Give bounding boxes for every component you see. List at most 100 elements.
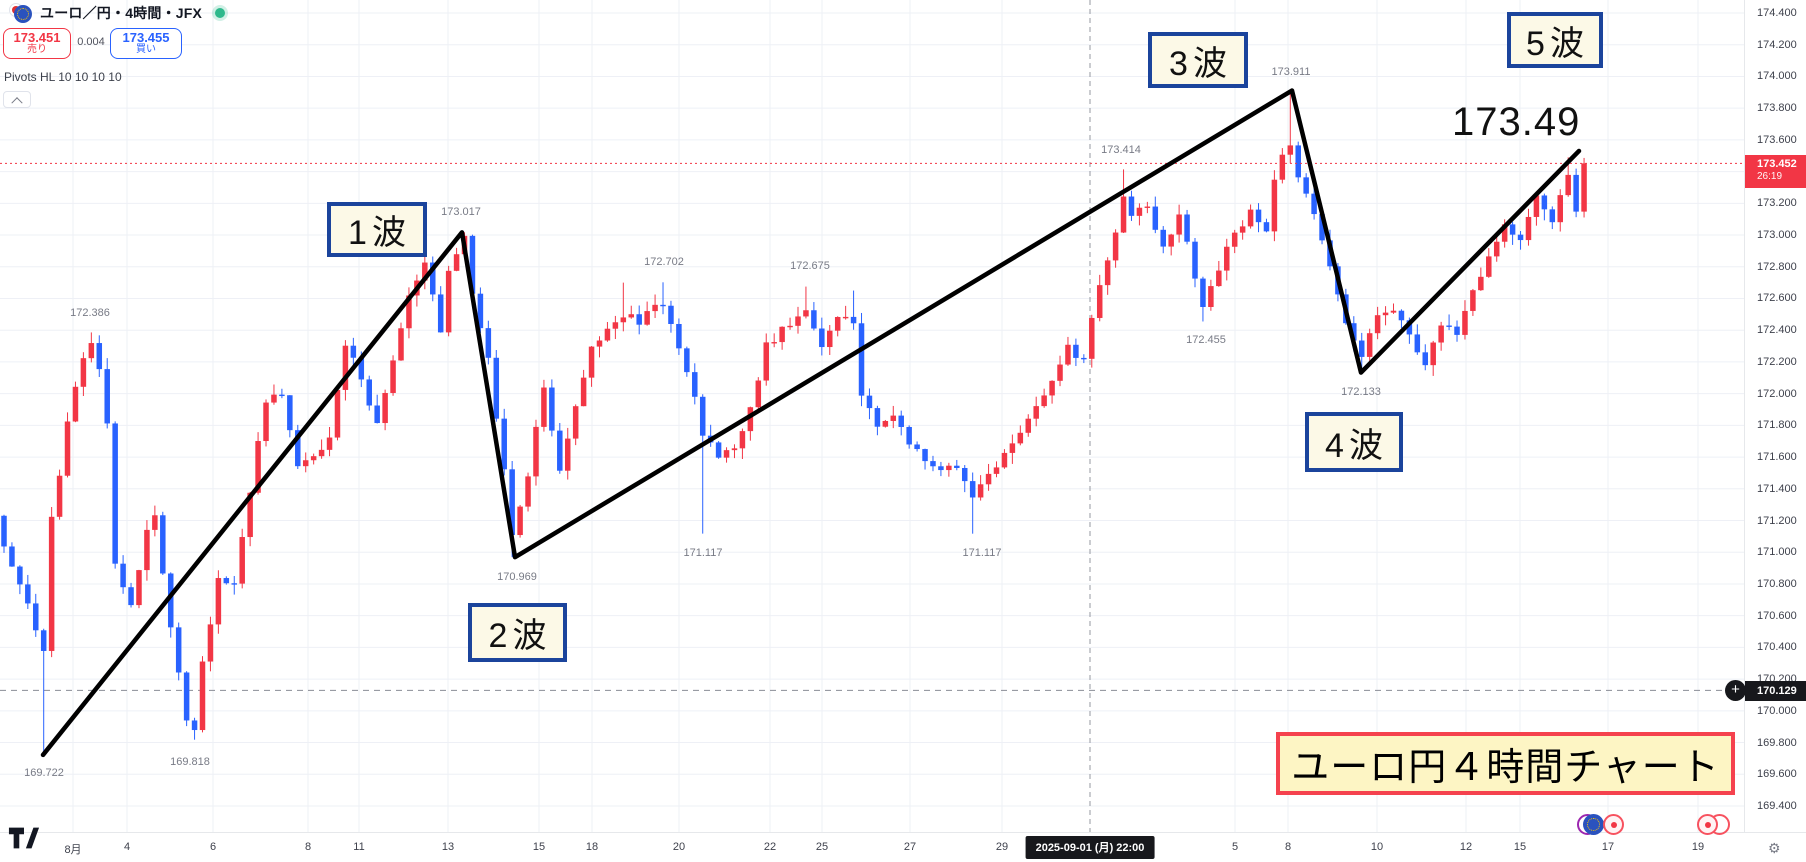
- y-axis-tick: 170.600: [1757, 609, 1797, 622]
- candle-body: [1247, 209, 1254, 227]
- price-axis[interactable]: 173.452 26:19 170.129 174.400 174.200 174.…: [1744, 0, 1806, 832]
- x-axis-tick: 5: [1231, 841, 1239, 853]
- candle-body: [1581, 163, 1587, 212]
- candle-body: [1398, 310, 1405, 321]
- gear-icon[interactable]: ⚙: [1768, 840, 1781, 856]
- bar-countdown: 26:19: [1757, 171, 1783, 183]
- candle-body: [469, 235, 476, 294]
- wave-label-4[interactable]: 4波: [1305, 412, 1403, 472]
- pivot-price-label: 172.455: [1186, 334, 1226, 346]
- candle-body: [342, 345, 349, 390]
- symbol-title[interactable]: ユーロ／円・4時間・JFX: [40, 5, 203, 21]
- candle-body: [1295, 145, 1301, 178]
- wave-label-3[interactable]: 3波: [1148, 32, 1248, 88]
- candle-body: [827, 330, 833, 348]
- candle-body: [1104, 260, 1111, 286]
- event-marker-eu-flag-icon[interactable]: [1583, 814, 1604, 835]
- x-axis-tick: 4: [123, 841, 131, 853]
- buy-price: 173.455: [122, 30, 170, 46]
- candle-body: [692, 372, 698, 397]
- candle-body: [1454, 326, 1460, 335]
- candle-body: [1081, 357, 1087, 360]
- add-order-plus-icon[interactable]: +: [1725, 680, 1746, 702]
- candle-body: [104, 369, 110, 424]
- candle-body: [1557, 195, 1563, 223]
- candle-body: [795, 316, 801, 326]
- candle-body: [1311, 193, 1317, 215]
- x-axis-tick: 19: [1691, 841, 1705, 853]
- y-axis-tick: 171.600: [1757, 451, 1797, 464]
- last-price-tag: 173.452 26:19: [1745, 155, 1806, 189]
- x-axis-tick: 22: [763, 841, 777, 853]
- candle-body: [819, 328, 825, 348]
- candle-body: [64, 421, 71, 476]
- time-axis[interactable]: 2025-09-01 (月) 22:00 8月 4 6 8 11 13 15 18 20 22 25…: [0, 832, 1806, 862]
- candle-body: [295, 430, 301, 467]
- price-callout-text[interactable]: 173.49: [1452, 100, 1581, 144]
- y-axis-tick: 174.000: [1757, 70, 1797, 83]
- candle-body: [787, 325, 793, 328]
- wave-label-2[interactable]: 2波: [468, 603, 567, 662]
- candle-body: [1382, 312, 1389, 316]
- candle-body: [437, 294, 444, 333]
- eurjpy-pair-icon: [9, 3, 33, 23]
- candle-body: [9, 546, 15, 567]
- chevron-up-icon: [11, 96, 23, 108]
- candle-body: [501, 418, 507, 470]
- buy-button[interactable]: 173.455 買い: [110, 28, 182, 59]
- candle-body: [620, 317, 627, 323]
- x-axis-tick: 18: [585, 841, 599, 853]
- candle-body: [1271, 179, 1278, 232]
- candle-body: [779, 326, 785, 343]
- candle-body: [834, 316, 841, 331]
- candle-body: [199, 661, 206, 731]
- candle-body: [263, 402, 269, 442]
- candle-body: [1414, 334, 1421, 353]
- wave-label-1[interactable]: 1波: [327, 202, 427, 257]
- candle-body: [525, 476, 531, 507]
- candle-body: [1, 515, 7, 547]
- y-axis-tick: 172.800: [1757, 260, 1797, 273]
- y-axis-tick: 171.000: [1757, 546, 1797, 559]
- collapse-pane-button[interactable]: [3, 91, 31, 108]
- candle-body: [1390, 310, 1397, 313]
- candle-body: [954, 465, 960, 468]
- candle-body: [223, 578, 230, 584]
- indicator-legend[interactable]: Pivots HL 10 10 10 10: [4, 70, 122, 84]
- candle-body: [803, 310, 809, 317]
- candle-body: [279, 394, 285, 397]
- candle-body: [191, 720, 198, 731]
- candle-body: [1160, 229, 1166, 247]
- candle-body: [890, 415, 897, 421]
- sell-label: 売り: [27, 44, 47, 56]
- pivot-price-label: 172.675: [790, 260, 830, 272]
- event-marker-red-dot-icon[interactable]: [1697, 814, 1718, 835]
- candle-body: [517, 506, 523, 536]
- wave-label-5[interactable]: 5波: [1507, 12, 1603, 68]
- pivot-price-label: 169.818: [170, 756, 210, 768]
- pivot-price-label: 173.414: [1101, 144, 1141, 156]
- sell-button[interactable]: 173.451 売り: [3, 28, 71, 59]
- candle-body: [1533, 195, 1540, 217]
- candle-body: [1089, 317, 1095, 359]
- candle-body: [271, 394, 277, 403]
- candle-body: [1287, 145, 1294, 155]
- candle-body: [858, 323, 865, 396]
- x-axis-tick: 15: [532, 841, 546, 853]
- elliott-wave-line[interactable]: [40, 88, 1582, 758]
- event-marker-red-dot-icon[interactable]: [1603, 814, 1624, 835]
- pivot-price-label: 171.117: [962, 547, 1002, 559]
- candle-body: [1231, 232, 1238, 247]
- tradingview-logo-icon[interactable]: [8, 826, 40, 850]
- candle-body: [390, 360, 396, 393]
- chart-title-banner[interactable]: ユーロ円４時間チャート: [1276, 732, 1735, 795]
- candle-body: [1525, 216, 1532, 241]
- candle-body: [1279, 154, 1286, 180]
- chart-plot-area[interactable]: 169.722 172.386 169.818 173.017 170.969 172.7…: [0, 0, 1744, 832]
- candle-body: [628, 314, 635, 318]
- y-axis-tick: 169.600: [1757, 768, 1797, 781]
- candle-body: [1374, 315, 1381, 334]
- candle-body: [541, 387, 547, 427]
- candle-body: [1438, 325, 1444, 343]
- eur-flag-icon: [14, 5, 32, 23]
